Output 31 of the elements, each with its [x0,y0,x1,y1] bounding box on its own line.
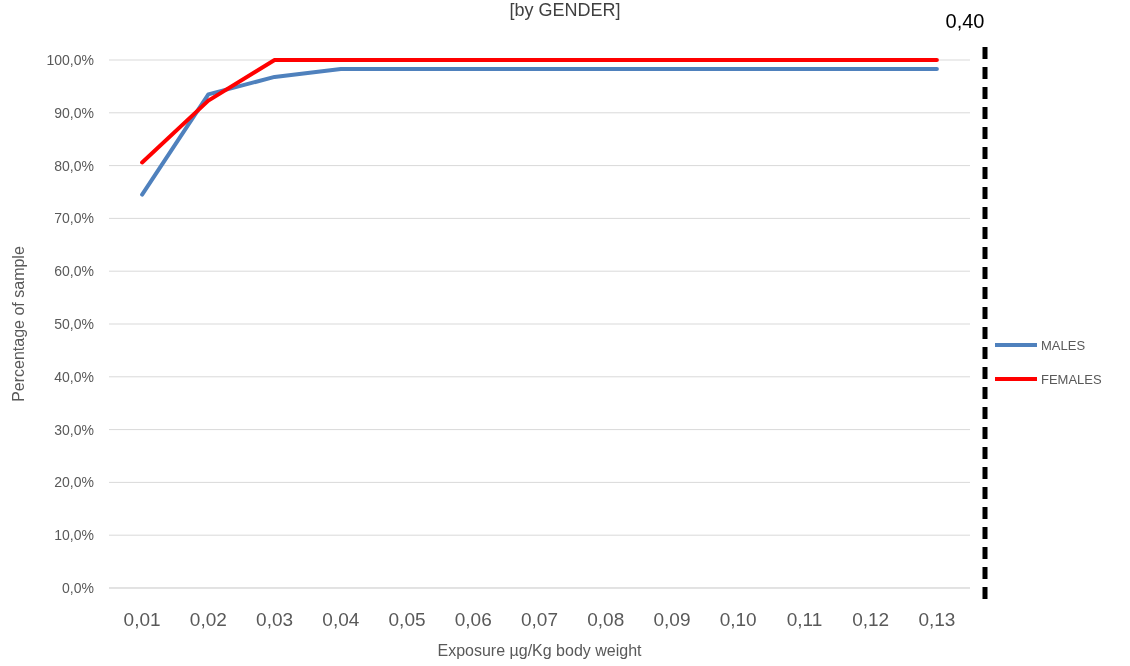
y-tick-label: 40,0% [54,368,94,385]
y-tick-label: 0,0% [62,579,94,596]
x-axis-title: Exposure µg/Kg body weight [437,642,643,659]
y-tick-label: 10,0% [54,527,94,544]
x-tick-label: 0,08 [587,609,625,630]
x-tick-label: 0,04 [322,609,360,630]
y-tick-label: 30,0% [54,421,94,438]
x-tick-label: 0,09 [653,609,691,630]
x-tick-label: 0,12 [852,609,890,630]
y-tick-label: 80,0% [54,157,94,174]
x-tick-label: 0,02 [189,609,227,630]
legend-label: MALES [1041,337,1086,353]
line-series [140,66,939,197]
y-tick-label: 20,0% [54,474,94,491]
y-tick-label: 100,0% [46,51,94,68]
y-axis-title: Percentage of sample [10,246,27,402]
chart-title: [by GENDER] [509,0,621,20]
x-tick-label: 0,05 [388,609,426,630]
text: 0,40 [945,10,985,32]
x-tick-label: 0,13 [918,609,956,630]
y-tick-label: 60,0% [54,263,94,280]
legend-label: FEMALES [1041,371,1103,387]
y-tick-label: 50,0% [54,315,94,332]
x-tick-label: 0,11 [786,609,823,630]
x-tick-label: 0,06 [454,609,492,630]
x-tick-label: 0,10 [719,609,757,630]
x-tick-label: 0,03 [256,609,294,630]
x-tick-label: 0,01 [123,609,161,630]
y-tick-label: 70,0% [54,210,94,227]
y-tick-label: 90,0% [54,104,94,121]
x-tick-label: 0,07 [521,609,558,630]
